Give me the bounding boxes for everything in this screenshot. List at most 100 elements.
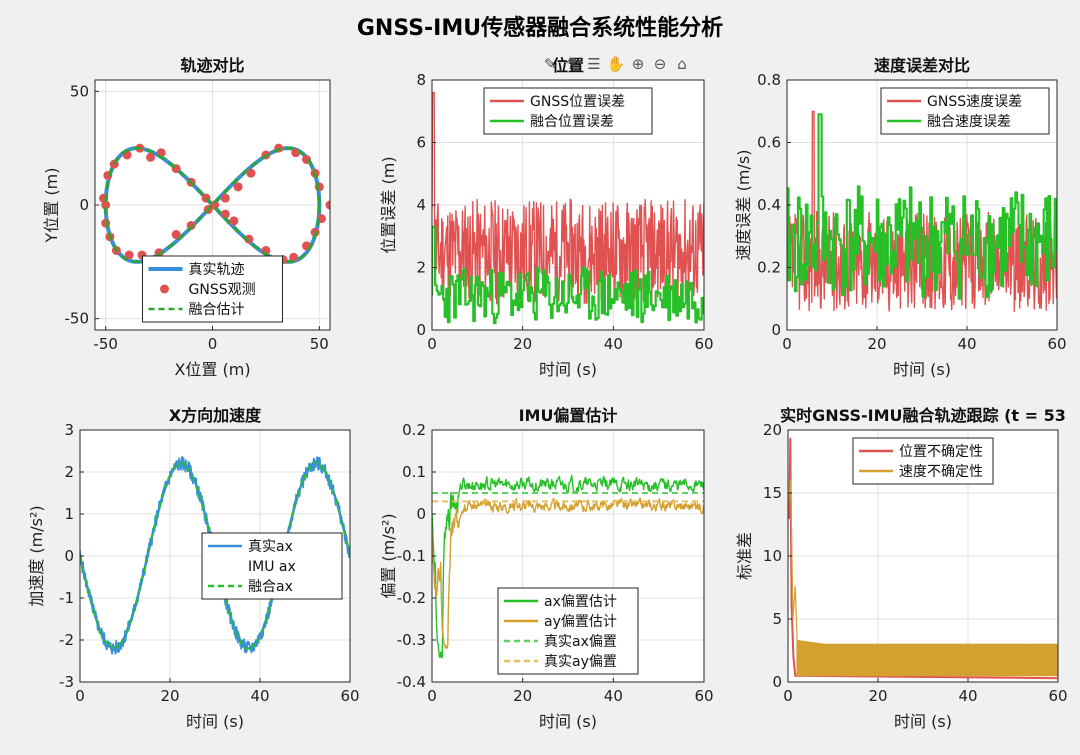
legend-label: GNSS观测 bbox=[189, 282, 256, 298]
x-tick-label: 40 bbox=[250, 687, 269, 705]
y-tick-label: 0.2 bbox=[757, 259, 781, 277]
legend: 真实ax IMU ax 融合ax bbox=[201, 532, 343, 600]
home-icon[interactable]: ⌂ bbox=[677, 55, 687, 73]
x-axis-label: 时间 (s) bbox=[893, 360, 951, 379]
figure-title: GNSS-IMU传感器融合系统性能分析 bbox=[356, 16, 724, 41]
legend-icon[interactable]: ☰ bbox=[587, 55, 601, 73]
x-tick-label: 20 bbox=[868, 687, 887, 705]
x-tick-label: 20 bbox=[160, 687, 179, 705]
legend-box bbox=[483, 87, 653, 135]
legend-label: ax偏置估计 bbox=[544, 594, 617, 610]
x-tick-label: 0 bbox=[427, 335, 437, 353]
y-tick-label: -2 bbox=[59, 631, 74, 649]
legend-box bbox=[497, 587, 639, 675]
legend-label: GNSS速度误差 bbox=[927, 94, 1022, 110]
plot-series-group bbox=[787, 110, 1057, 312]
y-tick-label: 2 bbox=[64, 463, 74, 481]
gnss-point bbox=[325, 200, 330, 210]
y-tick-label: 2 bbox=[416, 259, 426, 277]
legend-box bbox=[852, 437, 994, 485]
chart-traj: -50 0 50 -50 0 50 轨迹对比 X位置 (m) Y位置 (m) 真实轨迹 GNSS观测… bbox=[42, 56, 331, 379]
legend-label: ay偏置估计 bbox=[544, 614, 617, 630]
y-tick-label: -1 bbox=[59, 589, 74, 607]
y-tick-label: 10 bbox=[763, 547, 782, 565]
gnss-point bbox=[124, 250, 134, 260]
chart-bias: 0 20 40 60 -0.4 -0.3 -0.2 -0.1 0 0.1 0.2 IMU偏置估计时间 … bbox=[379, 406, 714, 731]
x-tick-label: 0 bbox=[783, 687, 793, 705]
x-tick-label: 60 bbox=[1047, 335, 1066, 353]
y-axis-label: 速度误差 (m/s) bbox=[734, 150, 753, 261]
plot-series-group bbox=[432, 91, 704, 325]
y-axis-label: 加速度 (m/s²) bbox=[27, 505, 46, 606]
chart-title: 速度误差对比 bbox=[874, 56, 970, 75]
y-tick-label: 0.6 bbox=[757, 134, 781, 152]
legend-label: 位置不确定性 bbox=[899, 444, 983, 460]
legend-label: 融合位置误差 bbox=[530, 114, 614, 130]
series-融合估计 bbox=[104, 146, 321, 264]
legend-label: 融合ax bbox=[248, 579, 293, 595]
series-ay偏置估计 bbox=[432, 497, 704, 650]
gnss-point bbox=[210, 200, 220, 210]
y-tick-label: 0 bbox=[79, 196, 89, 214]
x-tick-label: 40 bbox=[604, 335, 623, 353]
gnss-point bbox=[233, 182, 243, 192]
chart-title: X方向加速度 bbox=[169, 406, 262, 425]
gnss-point bbox=[229, 216, 239, 226]
x-tick-label: 60 bbox=[694, 687, 713, 705]
chart-title: IMU偏置估计 bbox=[519, 406, 618, 425]
x-tick-label: -50 bbox=[93, 335, 118, 353]
gnss-point bbox=[146, 152, 156, 162]
series-GNSS位置误差 bbox=[432, 91, 704, 306]
x-tick-label: 60 bbox=[1048, 687, 1067, 705]
gnss-point bbox=[101, 200, 111, 210]
legend-label: 融合估计 bbox=[189, 302, 245, 318]
y-tick-label: -3 bbox=[59, 673, 74, 691]
x-axis-label: 时间 (s) bbox=[539, 360, 597, 379]
y-tick-label: 0 bbox=[416, 321, 426, 339]
series-位置不确定性 bbox=[788, 437, 1058, 680]
x-tick-label: 60 bbox=[340, 687, 359, 705]
chart-title: 轨迹对比 bbox=[180, 56, 244, 75]
x-tick-label: 40 bbox=[957, 335, 976, 353]
gnss-point bbox=[220, 209, 230, 219]
y-tick-label: 1 bbox=[64, 505, 74, 523]
y-tick-label: 0.4 bbox=[757, 196, 781, 214]
legend-label: 真实轨迹 bbox=[189, 262, 245, 278]
series-融合速度误差 bbox=[787, 113, 1057, 300]
x-tick-label: 40 bbox=[604, 687, 623, 705]
y-tick-label: 0.8 bbox=[757, 71, 781, 89]
legend-box bbox=[880, 87, 1050, 135]
y-axis-label: 偏置 (m/s²) bbox=[379, 513, 398, 598]
y-tick-label: 3 bbox=[64, 421, 74, 439]
y-tick-label: 50 bbox=[70, 82, 89, 100]
y-tick-label: 8 bbox=[416, 71, 426, 89]
plot-series-group bbox=[432, 474, 704, 659]
series-融合ax bbox=[80, 460, 350, 650]
y-tick-label: 15 bbox=[763, 484, 782, 502]
y-axis-label: 位置误差 (m) bbox=[379, 156, 398, 253]
x-tick-label: 60 bbox=[694, 335, 713, 353]
zoom-in-icon[interactable]: ⊕ bbox=[631, 55, 645, 73]
brush-icon[interactable]: ✎ bbox=[543, 55, 557, 73]
y-tick-label: 6 bbox=[416, 134, 426, 152]
y-tick-label: 0.2 bbox=[402, 421, 426, 439]
y-tick-label: -0.3 bbox=[397, 631, 426, 649]
x-axis-label: 时间 (s) bbox=[894, 712, 952, 731]
series-融合位置误差 bbox=[432, 225, 704, 325]
zoom-out-icon[interactable]: ⊖ bbox=[653, 55, 667, 73]
y-tick-label: 20 bbox=[763, 421, 782, 439]
legend-label: GNSS位置误差 bbox=[530, 94, 625, 110]
pan-icon[interactable]: ✋ bbox=[606, 55, 626, 73]
gnss-point bbox=[220, 193, 230, 203]
y-tick-label: -0.1 bbox=[397, 547, 426, 565]
datatip-icon[interactable]: ⚗ bbox=[565, 55, 579, 73]
y-tick-label: 0 bbox=[416, 505, 426, 523]
